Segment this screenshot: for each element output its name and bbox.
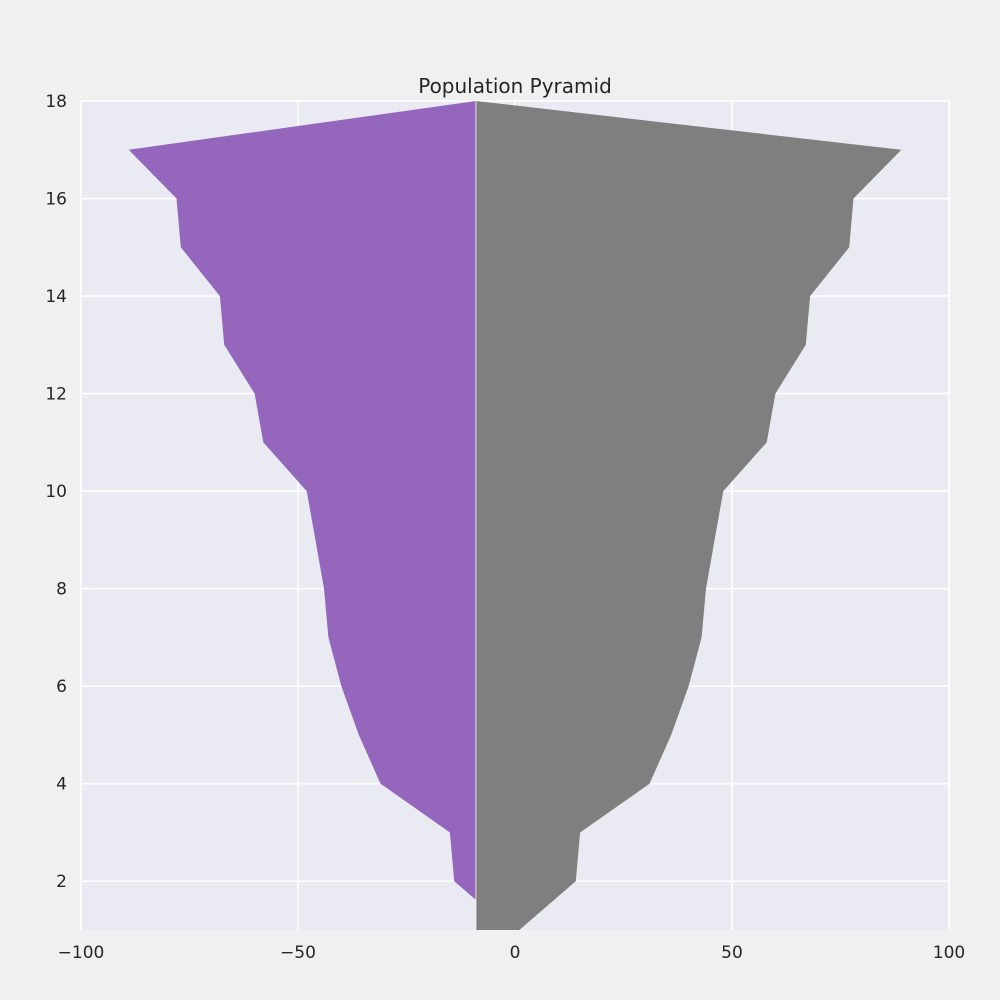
y-tick-label: 14 [45,287,67,307]
chart-title: Population Pyramid [418,74,612,98]
series-layer [128,101,902,930]
y-tick-label: 10 [45,482,67,502]
y-axis: 2 4 6 8 10 12 14 16 18 [45,92,67,892]
y-tick-label: 12 [45,385,67,405]
y-tick-label: 2 [56,872,67,892]
y-tick-label: 6 [56,677,67,697]
y-tick-label: 16 [45,190,67,210]
x-tick-label: −100 [58,943,105,963]
y-tick-label: 8 [56,580,67,600]
y-tick-label: 4 [56,775,67,795]
series-area-right [475,101,902,930]
x-tick-label: 50 [721,943,743,963]
x-axis: −100 −50 0 50 100 [58,943,966,963]
y-tick-label: 18 [45,92,67,112]
x-tick-label: −50 [280,943,316,963]
series-area-left [128,101,511,930]
x-tick-label: 100 [933,943,965,963]
x-tick-label: 0 [510,943,521,963]
